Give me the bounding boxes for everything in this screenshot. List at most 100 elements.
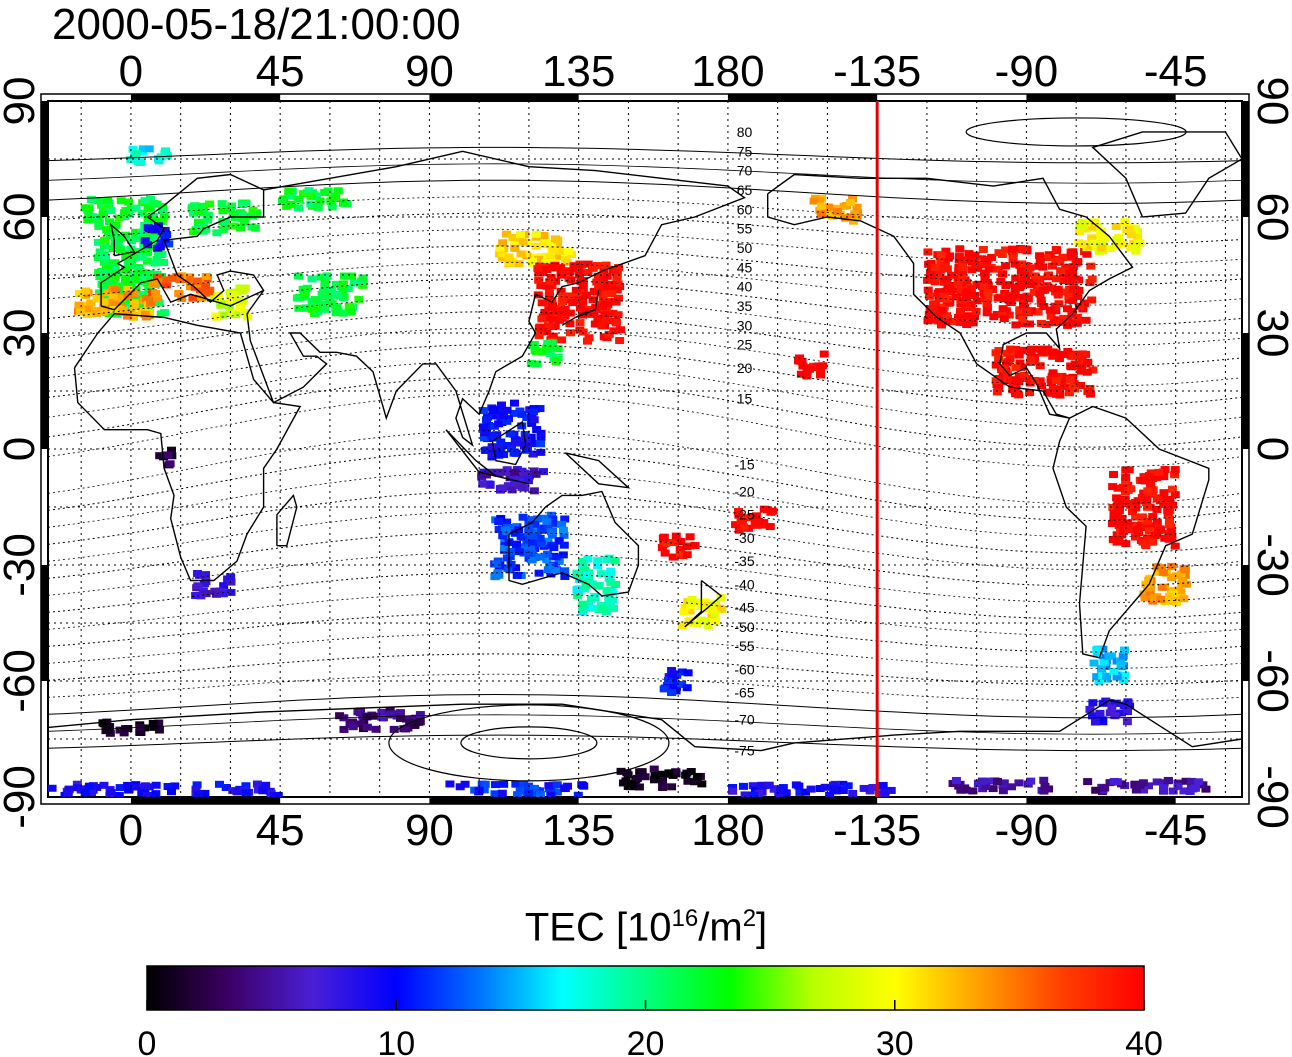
tec-cell (1040, 782, 1050, 790)
tec-cell (677, 668, 687, 676)
tec-cell (498, 532, 508, 540)
tec-cell (227, 290, 237, 298)
tec-cell (1120, 495, 1130, 503)
magnetic-contour (48, 673, 1242, 702)
tec-cell (580, 566, 590, 574)
tec-cell (1082, 368, 1092, 376)
tec-cell (1068, 286, 1078, 294)
tec-cell (332, 291, 342, 299)
tec-cell (1128, 507, 1138, 515)
tec-cell (549, 544, 559, 552)
tec-cell (587, 580, 597, 588)
tec-cell (519, 442, 529, 450)
tec-cell (545, 349, 555, 357)
tec-cell (536, 433, 546, 441)
magnetic-contour (48, 430, 1242, 505)
tec-cell (514, 260, 524, 268)
tec-cell (565, 268, 575, 276)
tec-cell (496, 401, 506, 409)
tec-cell (126, 156, 136, 164)
tec-cell (202, 216, 212, 224)
tec-cell (294, 195, 304, 203)
tec-cell (166, 788, 176, 796)
tec-cell (140, 197, 150, 205)
tec-cell (327, 288, 337, 296)
tec-cell (806, 785, 816, 793)
colorbar-label-exp2: 2 (742, 905, 757, 932)
tec-cell (943, 285, 953, 293)
tec-cell (572, 586, 582, 594)
tec-cell (1121, 540, 1131, 548)
tec-cell (781, 789, 791, 797)
tec-cell (136, 729, 146, 737)
tec-cell (248, 212, 258, 220)
tec-cell (534, 332, 544, 340)
tec-cell (1001, 246, 1011, 254)
tec-cell (843, 782, 853, 790)
x-tick-label-top: 135 (542, 47, 615, 96)
tec-cell (527, 550, 537, 558)
tec-cell (258, 786, 268, 794)
tec-cell (1002, 374, 1012, 382)
x-tick-label-top: -135 (833, 47, 921, 96)
contour-label: 50 (737, 240, 753, 256)
tec-cell (1026, 777, 1036, 785)
tec-cell (203, 211, 213, 219)
tec-cell (546, 570, 556, 578)
tec-cell (498, 484, 508, 492)
tec-cell (84, 305, 94, 313)
tec-cell (658, 777, 668, 785)
tec-cell (554, 537, 564, 545)
tec-cell (1001, 282, 1011, 290)
tec-cell (692, 773, 702, 781)
tec-cell (1052, 258, 1062, 266)
tec-cell (680, 604, 690, 612)
tec-cell (991, 361, 1001, 369)
y-tick-label-right: -90 (1248, 765, 1292, 829)
tec-cell (306, 200, 316, 208)
tec-cell (490, 781, 500, 789)
tec-cell (593, 582, 603, 590)
tec-cell (1015, 359, 1025, 367)
tec-cell (578, 600, 588, 608)
tec-cell (1180, 566, 1190, 574)
tec-cell (1140, 594, 1150, 602)
tec-cell (562, 258, 572, 266)
tec-cell (1153, 568, 1163, 576)
tec-cell (1154, 468, 1164, 476)
tec-cell (166, 446, 176, 454)
tec-cell (682, 684, 692, 692)
tec-cell (1047, 262, 1057, 270)
tec-cell (151, 790, 161, 797)
tec-cell (103, 726, 113, 734)
tec-cell (560, 567, 570, 575)
magnetic-contour (48, 393, 1242, 468)
tec-cell (75, 307, 85, 315)
tec-cell (1023, 295, 1033, 303)
tec-cell (1119, 527, 1129, 535)
contour-label: 25 (737, 337, 753, 353)
tec-cell (516, 533, 526, 541)
outer-frame (40, 93, 1250, 805)
tec-cell (925, 270, 935, 278)
tec-cell (130, 254, 140, 262)
tec-cell (1065, 277, 1075, 285)
tec-cell (547, 339, 557, 347)
tec-cell (1019, 320, 1029, 328)
tec-cell (331, 280, 341, 288)
tec-cell (749, 791, 759, 797)
contour-label: 40 (737, 279, 753, 295)
tec-cell (551, 356, 561, 364)
tec-cell (1072, 313, 1082, 321)
tec-cell (1057, 377, 1067, 385)
tec-cell (528, 257, 538, 265)
tec-cell (1170, 466, 1180, 474)
tec-cell (196, 202, 206, 210)
tec-cell (1006, 783, 1016, 791)
tec-cell (239, 218, 249, 226)
tec-cell (1157, 583, 1167, 591)
tec-cell (80, 789, 90, 797)
tec-cell (964, 312, 974, 320)
tec-cell (1038, 286, 1048, 294)
tec-cell (1148, 538, 1158, 546)
